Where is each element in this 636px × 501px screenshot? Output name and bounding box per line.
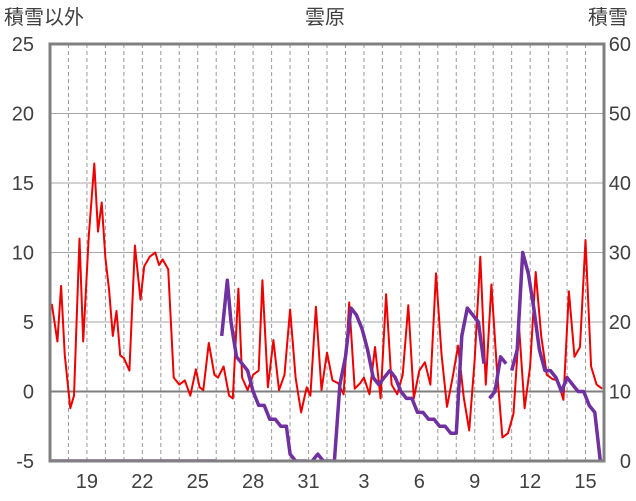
right-tick-label: 20 (609, 312, 631, 334)
x-tick-label: 31 (297, 471, 319, 493)
right-axis-label: 積雪 (588, 6, 628, 29)
x-tick-label: 6 (414, 471, 425, 493)
series-layer (50, 162, 604, 461)
x-tick-label: 15 (574, 471, 596, 493)
other-measure-line (50, 162, 603, 439)
left-tick-label: -5 (16, 451, 34, 473)
x-tick-label: 19 (76, 471, 98, 493)
horizontal-gridlines (50, 113, 604, 323)
right-tick-label: 50 (609, 104, 631, 126)
left-axis-ticks: -5 0 5 10 15 20 25 (12, 34, 34, 473)
x-tick-label: 12 (519, 471, 541, 493)
left-tick-label: 15 (12, 173, 34, 195)
snow-depth-line (50, 250, 604, 461)
x-axis-ticks: 19 22 25 28 31 3 6 9 12 15 (76, 471, 597, 493)
left-tick-label: 0 (23, 382, 34, 404)
left-tick-label: 5 (23, 312, 34, 334)
right-tick-label: 30 (609, 243, 631, 265)
x-tick-label: 22 (131, 471, 153, 493)
left-axis-label: 積雪以外 (4, 6, 84, 29)
x-tick-label: 25 (187, 471, 209, 493)
right-tick-label: 60 (609, 34, 631, 56)
left-tick-label: 10 (12, 243, 34, 265)
x-tick-label: 28 (242, 471, 264, 493)
left-tick-label: 25 (12, 34, 34, 56)
plot-area-border (48, 42, 606, 463)
left-tick-label: 20 (12, 104, 34, 126)
right-tick-label: 0 (620, 451, 631, 473)
right-tick-label: 10 (609, 382, 631, 404)
chart-title: 雲原 (305, 7, 345, 29)
right-axis-ticks: 0 10 20 30 40 50 60 (609, 34, 631, 473)
x-tick-label: 3 (358, 471, 369, 493)
right-tick-label: 40 (609, 173, 631, 195)
x-tick-label: 9 (469, 471, 480, 493)
